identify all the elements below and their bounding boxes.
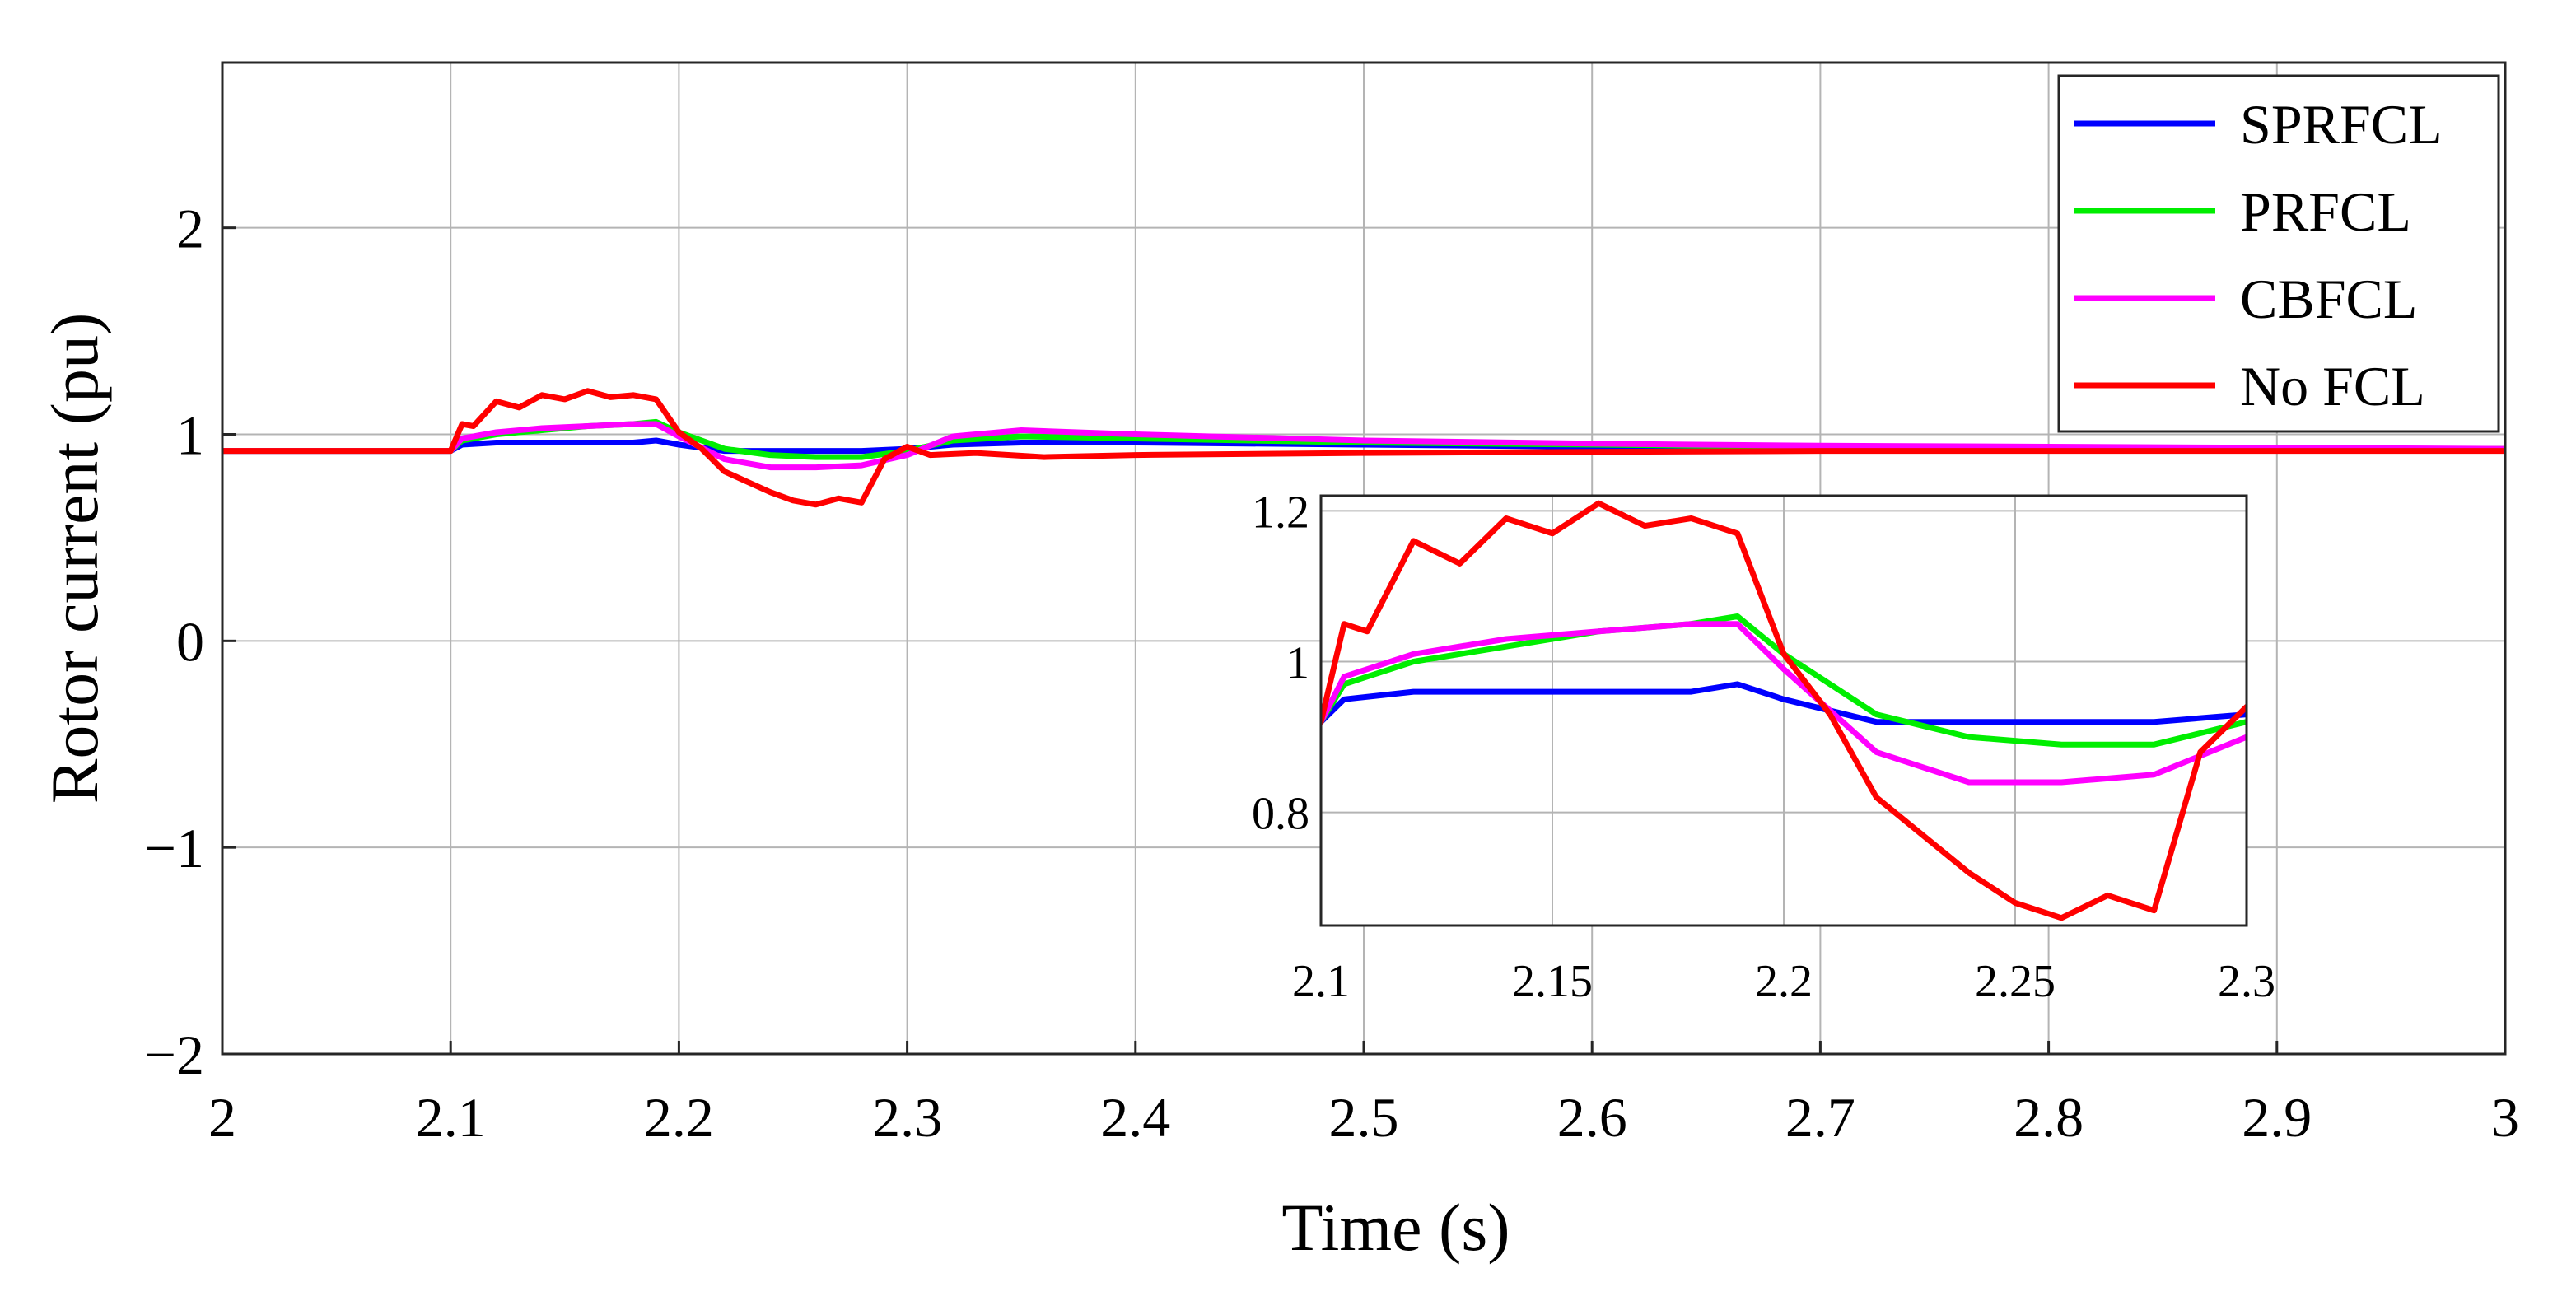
inset-x-tick-label: 2.3 (2218, 956, 2275, 1007)
x-axis-title: Time (s) (1281, 1190, 1510, 1265)
legend-label: SPRFCL (2240, 93, 2443, 156)
inset-series-line-no-fcl (1321, 500, 2247, 921)
y-tick-label: 2 (176, 198, 204, 260)
inset-x-tick-label: 2.15 (1512, 956, 1593, 1007)
legend-label: No FCL (2240, 355, 2425, 417)
inset-y-tick-label: 0.8 (1252, 789, 1309, 840)
main-plot-frame (221, 61, 2507, 1056)
inset-series-line-prfcl (1321, 613, 2247, 748)
x-tick-label: 2 (208, 1086, 236, 1149)
y-tick-label: −2 (145, 1024, 204, 1086)
inset-y-tick-labels: 0.8 1 1.2 (1252, 487, 1309, 839)
inset-x-tick-labels: 2.1 2.15 2.2 2.25 2.3 (1292, 956, 2275, 1007)
y-tick-label: 1 (176, 404, 204, 467)
inset-x-tick-label: 2.2 (1755, 956, 1813, 1007)
inset-y-tick-label: 1.2 (1252, 487, 1309, 538)
x-tick-label: 2.3 (872, 1086, 942, 1149)
inset-x-tick-label: 2.1 (1292, 956, 1350, 1007)
legend-box (2057, 74, 2500, 433)
x-tick-label: 2.2 (644, 1086, 714, 1149)
x-tick-label: 2.1 (416, 1086, 486, 1149)
y-tick-label: 0 (176, 610, 204, 673)
inset-zoom: 2.1 2.15 2.2 2.25 2.3 0.8 1 1.2 (1252, 487, 2275, 1007)
inset-series-group (1321, 500, 2247, 921)
x-tick-labels: 2 2.1 2.2 2.3 2.4 2.5 2.6 2.7 2.8 2.9 3 (208, 1086, 2519, 1149)
x-tick-label: 2.5 (1329, 1086, 1399, 1149)
y-axis-title: Rotor current (pu) (37, 313, 112, 804)
x-tick-label: 2.4 (1100, 1086, 1170, 1149)
y-tick-label: −1 (145, 817, 204, 879)
x-tick-label: 2.7 (1785, 1086, 1855, 1149)
legend-items: SPRFCL PRFCL CBFCL No FCL (2074, 93, 2443, 417)
series-line-cbfcl (222, 421, 2505, 471)
inset-x-tick-label: 2.25 (1975, 956, 2056, 1007)
main-series-group (222, 388, 2505, 508)
y-tick-labels: −2 −1 0 1 2 (145, 198, 204, 1086)
inset-frame (1319, 494, 2248, 927)
series-line-no-fcl (222, 388, 2505, 508)
x-tick-label: 2.6 (1557, 1086, 1627, 1149)
x-tick-label: 2.8 (2014, 1086, 2084, 1149)
inset-series-line-cbfcl (1321, 621, 2247, 786)
inset-y-tick-label: 1 (1286, 637, 1309, 688)
legend: SPRFCL PRFCL CBFCL No FCL (2057, 74, 2500, 433)
legend-label: CBFCL (2240, 268, 2417, 330)
legend-label: PRFCL (2240, 180, 2411, 243)
x-tick-label: 3 (2491, 1086, 2519, 1149)
x-tick-label: 2.9 (2242, 1086, 2312, 1149)
inset-series-line-sprfcl (1321, 681, 2247, 725)
